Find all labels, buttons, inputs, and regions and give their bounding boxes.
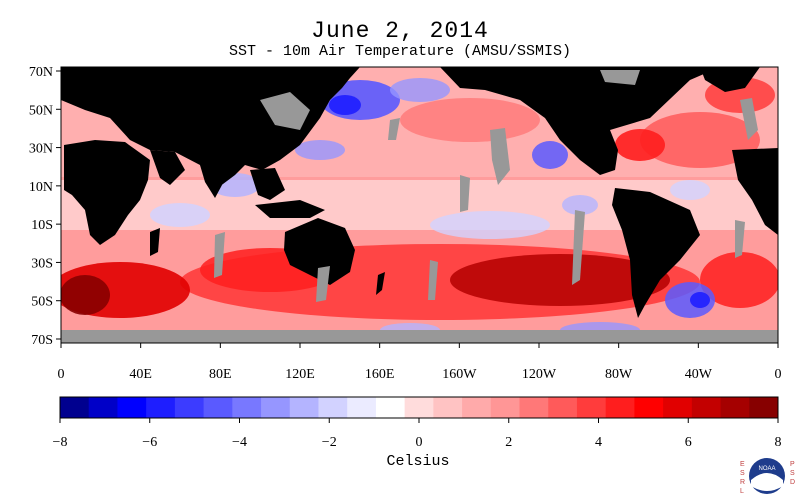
- missing-streak-8: [735, 220, 745, 258]
- lat-label: 10N: [29, 180, 53, 195]
- colorbar-swatch: [375, 397, 406, 418]
- colorbar-swatch: [404, 397, 434, 418]
- colorbar: [59, 396, 779, 419]
- lon-label: 40W: [685, 367, 713, 382]
- land-new-zealand: [376, 272, 385, 295]
- missing-streak-3: [572, 210, 585, 285]
- colorbar-swatch: [117, 397, 147, 418]
- missing-streak-2: [460, 175, 470, 212]
- colorbar-tick-label: 2: [505, 435, 512, 450]
- colorbar-swatch: [462, 397, 492, 418]
- colorbar-swatch: [605, 397, 635, 418]
- missing-streak-5: [316, 266, 330, 302]
- colorbar-swatch: [490, 397, 521, 418]
- lat-label: 10S: [31, 218, 53, 233]
- land-greenland: [700, 67, 760, 92]
- missing-streak-7: [740, 98, 758, 140]
- colorbar-swatch: [691, 397, 722, 418]
- lat-label: 70S: [31, 333, 53, 348]
- lat-label: 30S: [31, 256, 53, 271]
- lat-label: 70N: [29, 65, 53, 80]
- lon-label: 0: [775, 367, 782, 382]
- lon-label: 0: [58, 367, 65, 382]
- colorbar-tick-label: 4: [595, 435, 602, 450]
- colorbar-swatch: [634, 397, 664, 418]
- map-field: [61, 67, 778, 343]
- sea-ice-missing-data: [61, 70, 778, 343]
- land-africa-east: [732, 148, 778, 235]
- colorbar-swatch: [261, 397, 291, 418]
- lon-label: 120W: [522, 367, 557, 382]
- ice-hudson: [600, 70, 640, 85]
- colorbar-swatch: [232, 397, 262, 418]
- colorbar-tick-label: −8: [53, 435, 68, 450]
- lon-label: 160W: [442, 367, 477, 382]
- latitude-axis: 70N 50N 30N 10N 10S 30S 50S 70S: [29, 65, 61, 348]
- colorbar-tick-label: −2: [322, 435, 337, 450]
- colorbar-tick-label: −6: [142, 435, 157, 450]
- longitude-axis: 0 40E 80E 120E 160E 160W 120W 80W 40W 0: [58, 343, 782, 382]
- lat-label: 50S: [31, 295, 53, 310]
- map-frame: [60, 66, 779, 344]
- missing-streak-1: [490, 128, 510, 185]
- land-africa: [64, 140, 150, 245]
- colorbar-swatch: [433, 397, 463, 418]
- colorbar-swatch: [318, 397, 348, 418]
- lat-label: 50N: [29, 103, 53, 118]
- colorbar-swatch: [146, 397, 176, 418]
- missing-streak-6: [428, 260, 438, 300]
- colorbar-swatch: [720, 397, 750, 418]
- ice-arctic-patch: [260, 92, 310, 130]
- land-madagascar: [150, 228, 160, 256]
- land-arabia: [150, 150, 185, 185]
- lon-label: 120E: [285, 367, 315, 382]
- colorbar-tick-label: 8: [775, 435, 782, 450]
- missing-streak-4: [214, 232, 225, 278]
- colorbar-swatch: [347, 397, 377, 418]
- colorbar-ticks: −8 −6 −4 −2 0 2 4 6 8: [53, 418, 782, 450]
- map-subtitle: SST - 10m Air Temperature (AMSU/SSMIS): [228, 43, 572, 60]
- colorbar-swatch: [203, 397, 233, 418]
- ice-antarctic: [61, 330, 778, 343]
- logo-badge-text: NOAA: [758, 466, 775, 472]
- land-south-america: [612, 188, 700, 318]
- colorbar-tick-label: −4: [232, 435, 247, 450]
- colorbar-tick-label: 0: [416, 435, 423, 450]
- lon-label: 80W: [605, 367, 633, 382]
- lon-label: 80E: [209, 367, 232, 382]
- colorbar-swatch: [663, 397, 693, 418]
- lat-label: 30N: [29, 142, 53, 157]
- colorbar-tick-label: 6: [685, 435, 692, 450]
- land-indonesia: [255, 200, 325, 218]
- lon-label: 40E: [129, 367, 152, 382]
- colorbar-swatch: [519, 397, 549, 418]
- colorbar-swatch: [289, 397, 319, 418]
- missing-streak-9: [388, 118, 400, 140]
- colorbar-title: Celsius: [386, 453, 449, 470]
- lon-label: 160E: [365, 367, 395, 382]
- colorbar-swatch: [548, 397, 578, 418]
- colorbar-swatch: [88, 397, 118, 418]
- map-title: June 2, 2014: [311, 18, 489, 44]
- land-se-asia: [250, 168, 285, 200]
- land-india: [200, 165, 225, 198]
- colorbar-swatch: [749, 397, 779, 418]
- colorbar-swatch: [174, 397, 205, 418]
- colorbar-swatch: [576, 397, 607, 418]
- land-north-america: [440, 67, 720, 175]
- colorbar-swatch: [60, 397, 90, 418]
- noaa-bird-icon: [751, 473, 783, 491]
- land-australia: [284, 218, 355, 285]
